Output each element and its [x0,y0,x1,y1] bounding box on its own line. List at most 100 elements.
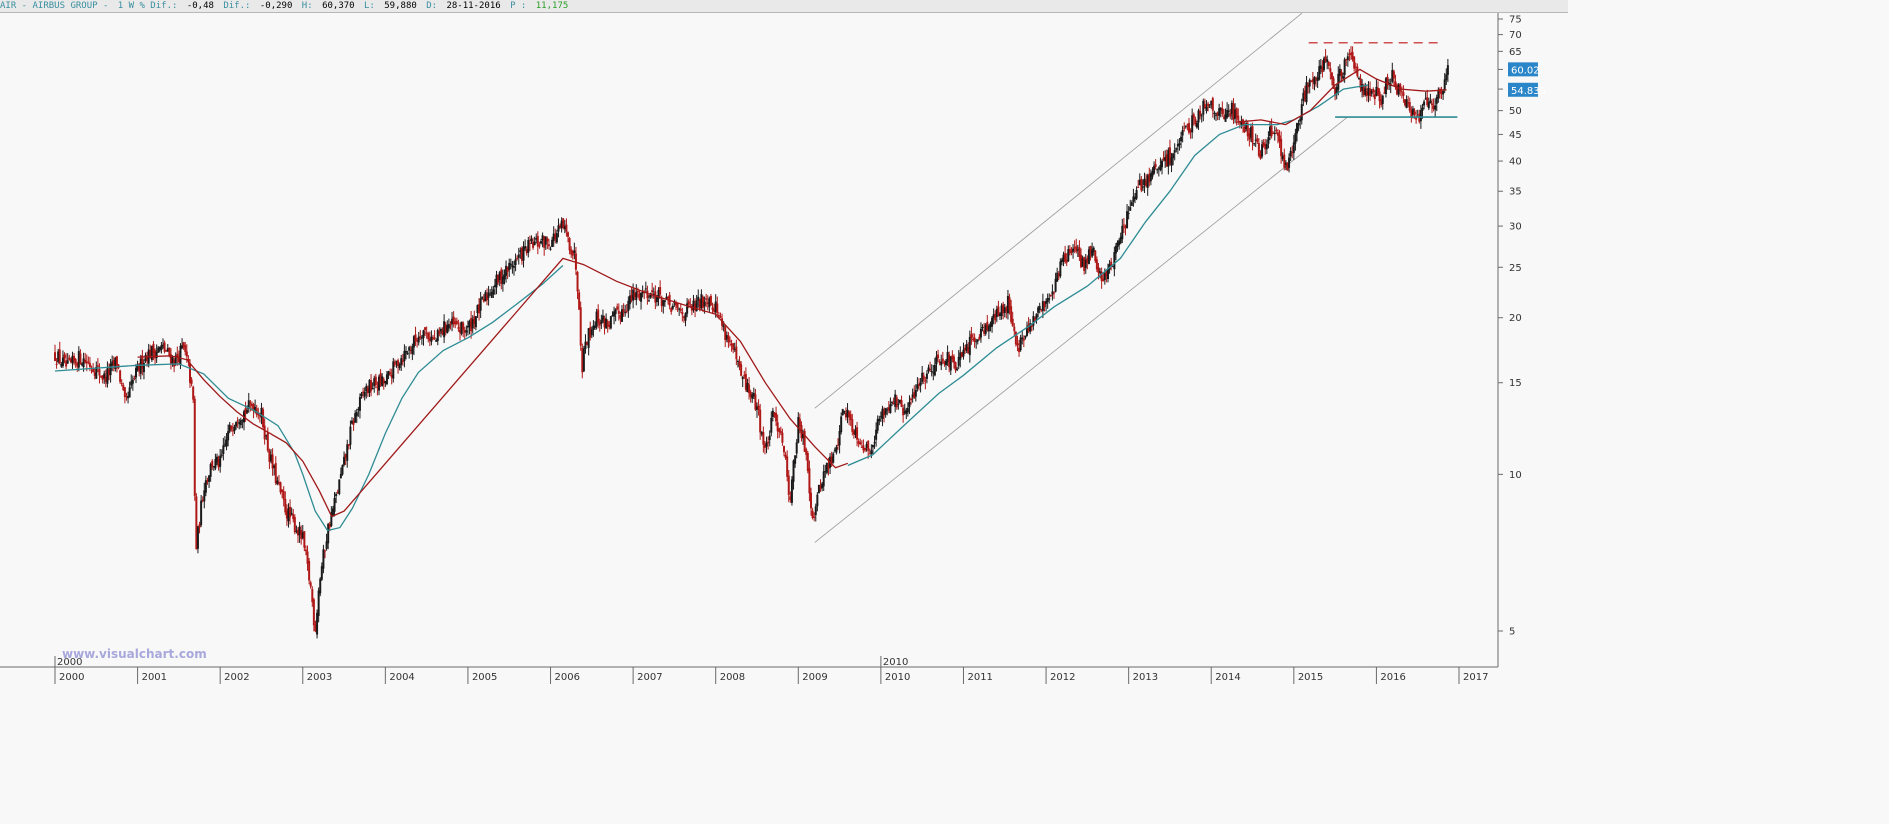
candle-body [87,361,90,363]
candle-body [983,330,986,334]
candle-body [1383,92,1386,94]
candle-body [412,336,415,348]
y-tick-label: 65 [1509,47,1522,58]
candle-body [379,373,382,386]
candle-body [632,289,635,301]
candle-body [1256,138,1259,142]
candle-body [1111,266,1114,268]
candle-body [155,351,158,359]
x-marker-label: 2010 [883,657,908,668]
candle-body [779,430,782,433]
candle-body [1064,253,1067,262]
candle-body [247,400,250,409]
candle-body [1411,108,1414,115]
candle-body [1178,143,1181,146]
candle-body [1400,91,1403,93]
candle-body [122,384,125,391]
candle-body [1359,78,1362,89]
candle-body [435,339,438,342]
candle-body [732,343,735,350]
candle-body [1259,154,1262,159]
candle-body [312,599,315,626]
candle-body [1308,79,1311,87]
candle-body [584,341,587,349]
candle-body [165,350,168,352]
candle-body [682,316,685,318]
candle-body [1092,247,1095,253]
candle-body [922,375,925,380]
candle-body [414,334,417,341]
candle-body [1427,102,1430,109]
candle-body [1095,259,1098,270]
candle-body [193,398,196,496]
candle-body [1315,78,1318,80]
candle-body [981,327,984,329]
candle-body [57,351,60,363]
candle-body [508,262,511,270]
candle-body [522,246,525,261]
candle-body [1000,305,1003,317]
candle-body [1010,306,1013,322]
candle-body [965,343,968,351]
candle-body [1437,89,1440,99]
candle-body [420,337,423,339]
price-candles [54,46,1449,639]
candle-body [462,322,465,330]
candle-body [1275,130,1278,132]
candle-body [660,297,663,307]
candle-body [1297,123,1300,126]
candle-body [408,347,411,351]
candle-body [1062,254,1065,262]
candle-body [1175,148,1178,150]
candle-body [1075,246,1078,252]
candle-body [505,265,508,276]
candle-body [768,435,771,441]
candle-body [684,313,687,321]
candle-body [123,387,126,398]
candle-body [524,246,527,249]
candle-body [633,293,636,298]
candle-body [848,411,851,418]
candle-body [112,360,115,366]
candle-body [795,442,798,454]
candle-body [446,325,449,334]
candle-body [595,311,598,327]
candle-body [1265,144,1268,150]
candle-body [409,350,412,352]
candle-body [463,329,466,333]
candle-body [1375,87,1378,96]
candle-body [109,363,112,376]
candle-body [1135,189,1138,199]
candle-body [149,350,152,358]
candle-body [1203,104,1206,108]
candle-body [403,350,406,362]
candle-body [190,379,193,384]
candle-body [851,419,854,432]
candle-body [405,351,407,353]
candle-body [606,321,609,327]
candle-body [1189,130,1192,133]
candle-body [757,405,760,410]
candle-body [298,526,301,536]
candle-body [354,413,357,423]
candle-body [562,218,565,228]
candle-body [185,351,188,357]
candle-body [432,338,434,340]
candle-body [447,324,450,329]
candle-body [1442,91,1445,95]
candle-body [824,471,827,473]
candle-body [703,301,706,307]
candle-body [1310,81,1313,83]
candle-body [547,244,550,247]
candle-body [590,329,593,336]
candle-body [679,309,682,311]
candle-body [74,359,77,364]
candle-body [108,369,110,376]
candle-body [908,401,911,408]
price-chart[interactable]: 51015202530354045505560657075 2000200120… [0,0,1568,684]
p-value: 11,175 [535,1,569,11]
candle-body [648,300,650,302]
candle-body [430,336,433,342]
candle-body [276,480,279,484]
candle-body [1081,258,1084,267]
